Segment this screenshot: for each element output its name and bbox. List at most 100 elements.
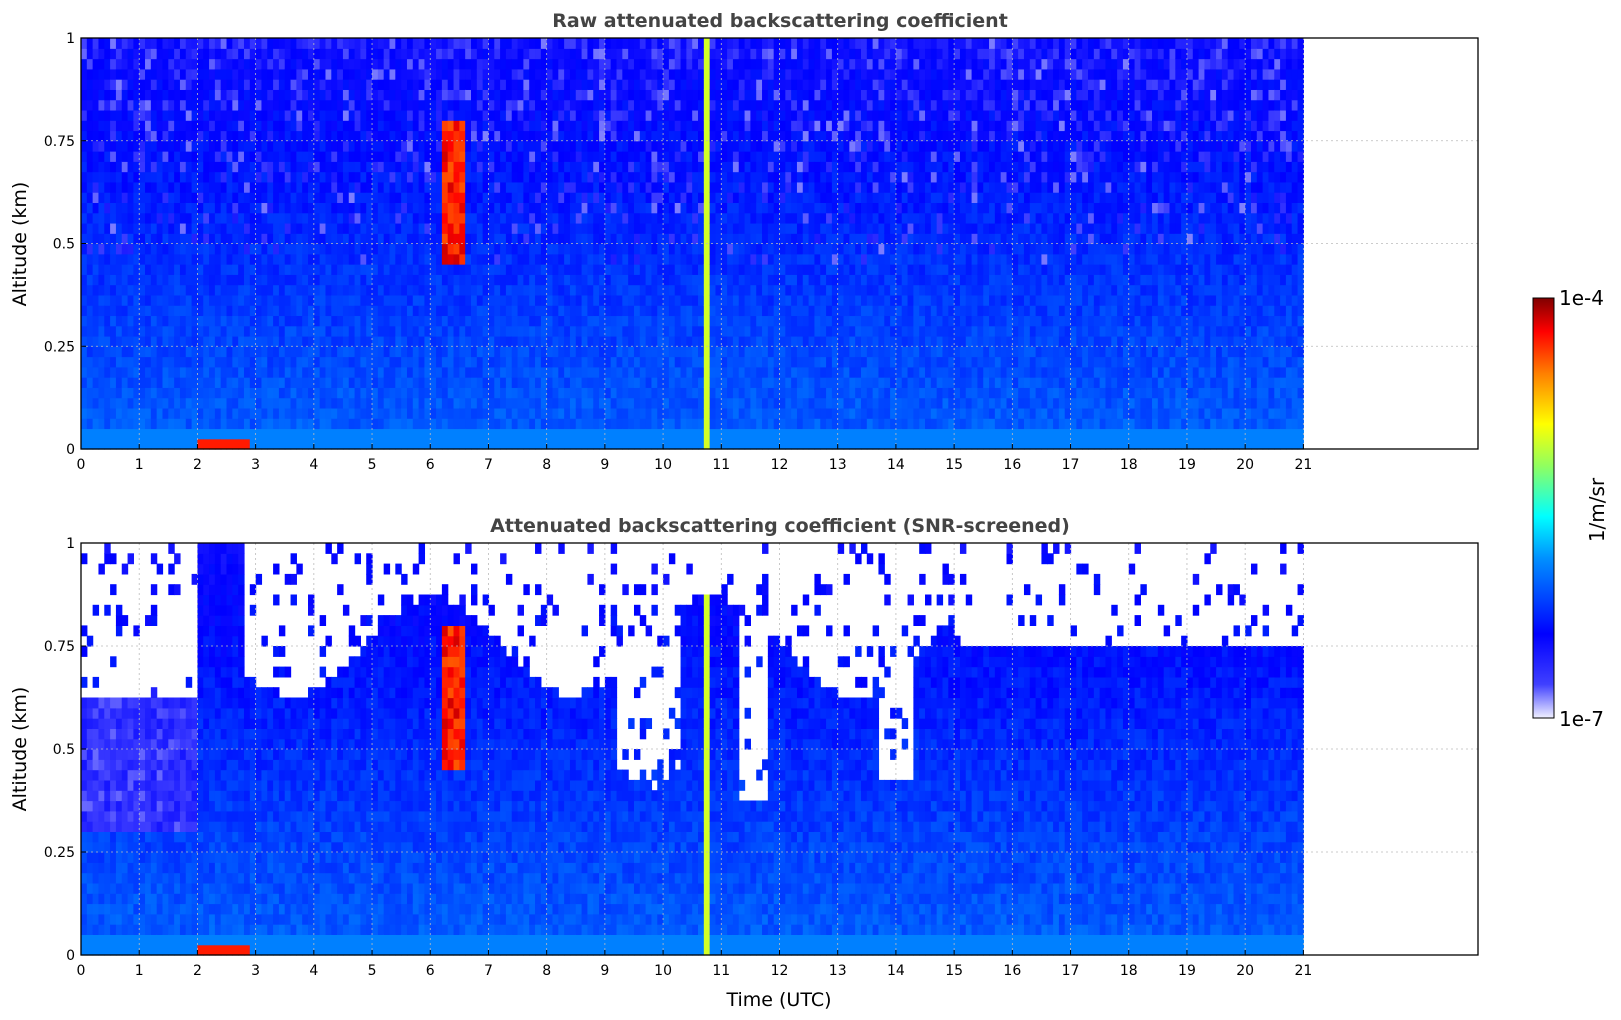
heatmap-cell (325, 284, 332, 296)
heatmap-cell (744, 428, 751, 440)
heatmap-cell (639, 366, 647, 378)
heatmap-cell (581, 140, 589, 152)
heatmap-cell (139, 253, 146, 265)
heatmap-cell (494, 335, 501, 347)
heatmap-cell (377, 171, 385, 183)
heatmap-cell (523, 335, 530, 347)
heatmap-cell (762, 120, 769, 132)
heatmap-cell (377, 68, 385, 80)
heatmap-cell (150, 387, 158, 399)
heatmap-cell (488, 366, 495, 378)
heatmap-cell (698, 438, 705, 450)
heatmap-cell (372, 48, 379, 60)
heatmap-cell (290, 222, 297, 234)
heatmap-cell (459, 202, 466, 214)
heatmap-cell (447, 366, 455, 378)
heatmap-cell (779, 171, 786, 183)
heatmap-cell (174, 233, 181, 245)
heatmap-cell (372, 58, 379, 70)
heatmap-cell (657, 305, 664, 317)
heatmap-cell (191, 407, 199, 419)
heatmap-cell (698, 171, 705, 183)
heatmap-cell (564, 161, 571, 173)
heatmap-cell (162, 428, 169, 440)
heatmap-cell (645, 109, 653, 121)
heatmap-cell (465, 264, 472, 275)
heatmap-cell (150, 151, 158, 162)
heatmap-cell (628, 397, 635, 409)
heatmap-cell (133, 109, 140, 121)
heatmap-cell (511, 407, 519, 419)
heatmap-cell (214, 181, 222, 193)
heatmap-cell (354, 48, 361, 60)
heatmap-cell (395, 202, 402, 214)
heatmap-cell (401, 38, 408, 49)
heatmap-cell (628, 171, 635, 183)
heatmap-cell (750, 181, 757, 193)
heatmap-cell (465, 305, 472, 317)
heatmap-cell (453, 130, 460, 142)
heatmap-cell (168, 366, 175, 378)
heatmap-cell (523, 428, 530, 440)
heatmap-cell (255, 356, 263, 368)
heatmap-cell (459, 171, 466, 183)
heatmap-cell (436, 284, 443, 296)
heatmap-cell (732, 181, 740, 193)
heatmap-cell (377, 99, 385, 111)
heatmap-cell (214, 192, 222, 204)
heatmap-cell (348, 387, 356, 399)
heatmap-cell (645, 274, 653, 286)
heatmap-cell (372, 233, 379, 245)
heatmap-cell (162, 151, 169, 162)
heatmap-cell (121, 89, 129, 101)
heatmap-cell (767, 212, 775, 224)
heatmap-cell (633, 253, 641, 265)
heatmap-cell (372, 151, 379, 162)
heatmap-cell (645, 222, 653, 234)
heatmap-cell (273, 109, 280, 121)
heatmap-cell (767, 99, 775, 111)
heatmap-cell (436, 192, 443, 204)
heatmap-cell (139, 418, 146, 430)
heatmap-cell (185, 89, 193, 101)
heatmap-cell (249, 294, 257, 306)
heatmap-cell (296, 428, 303, 440)
heatmap-cell (599, 397, 606, 409)
heatmap-cell (115, 387, 123, 399)
heatmap-cell (535, 161, 542, 173)
heatmap-cell (273, 222, 280, 234)
heatmap-cell (249, 48, 257, 60)
heatmap-cell (698, 305, 705, 317)
heatmap-cell (488, 418, 495, 430)
heatmap-cell (494, 407, 501, 419)
heatmap-cell (674, 243, 682, 255)
heatmap-cell (290, 428, 297, 440)
heatmap-cell (203, 418, 210, 430)
heatmap-cell (337, 68, 344, 80)
heatmap-cell (238, 99, 245, 111)
heatmap-cell (663, 161, 670, 173)
heatmap-cell (447, 99, 455, 111)
heatmap-cell (436, 181, 443, 193)
heatmap-cell (174, 38, 181, 49)
heatmap-cell (430, 171, 437, 183)
heatmap-cell (360, 202, 367, 214)
heatmap-cell (308, 68, 315, 80)
heatmap-cell (558, 79, 565, 90)
heatmap-cell (517, 48, 524, 60)
heatmap-cell (762, 418, 769, 430)
heatmap-cell (622, 151, 629, 162)
heatmap-cell (727, 212, 734, 224)
heatmap-cell (767, 377, 775, 388)
heatmap-cell (377, 325, 385, 337)
heatmap-cell (639, 192, 647, 204)
heatmap-cell (750, 233, 757, 245)
heatmap-cell (482, 387, 490, 399)
heatmap-cell (628, 284, 635, 296)
heatmap-cell (92, 253, 100, 265)
heatmap-cell (482, 366, 490, 378)
heatmap-cell (441, 294, 449, 306)
heatmap-cell (383, 120, 391, 132)
heatmap-cell (663, 294, 670, 306)
heatmap-cell (360, 356, 367, 368)
